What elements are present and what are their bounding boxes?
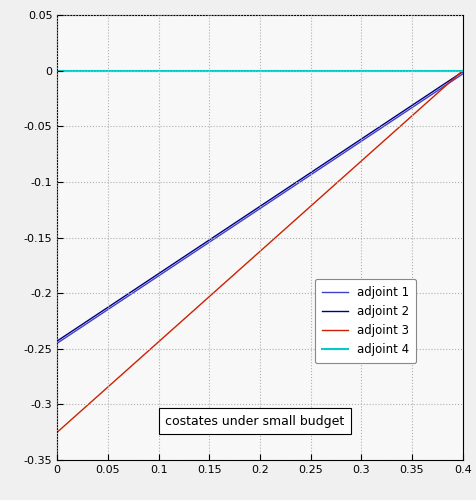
adjoint 1 (449, 78, 455, 84)
adjoint 2 (247, 210, 252, 216)
adjoint 4 (54, 68, 60, 73)
adjoint 1 (273, 194, 279, 200)
Legend: adjoint 1, adjoint 2, adjoint 3, adjoint 4: adjoint 1, adjoint 2, adjoint 3, adjoint… (314, 279, 416, 363)
adjoint 3 (247, 258, 252, 264)
adjoint 4 (449, 68, 455, 73)
adjoint 4 (295, 68, 301, 73)
adjoint 3 (449, 76, 455, 82)
adjoint 4 (249, 68, 255, 73)
adjoint 4 (459, 68, 465, 73)
Line: adjoint 2: adjoint 2 (57, 72, 462, 341)
adjoint 3 (249, 256, 255, 262)
adjoint 4 (386, 68, 392, 73)
adjoint 2 (273, 192, 279, 198)
adjoint 1 (386, 120, 392, 126)
adjoint 3 (273, 234, 279, 239)
adjoint 2 (54, 338, 60, 344)
adjoint 2 (295, 178, 301, 184)
Line: adjoint 1: adjoint 1 (57, 74, 462, 343)
adjoint 1 (247, 212, 252, 218)
adjoint 1 (295, 180, 301, 186)
adjoint 2 (459, 68, 465, 74)
adjoint 3 (54, 429, 60, 435)
adjoint 3 (459, 68, 465, 73)
adjoint 1 (459, 71, 465, 77)
adjoint 1 (54, 340, 60, 346)
adjoint 4 (247, 68, 252, 73)
adjoint 2 (449, 75, 455, 81)
Line: adjoint 3: adjoint 3 (57, 70, 462, 432)
adjoint 3 (295, 214, 301, 220)
adjoint 4 (273, 68, 279, 73)
adjoint 2 (386, 118, 392, 124)
adjoint 3 (386, 133, 392, 139)
adjoint 2 (249, 208, 255, 214)
adjoint 1 (249, 210, 255, 216)
Text: costates under small budget: costates under small budget (165, 414, 344, 428)
